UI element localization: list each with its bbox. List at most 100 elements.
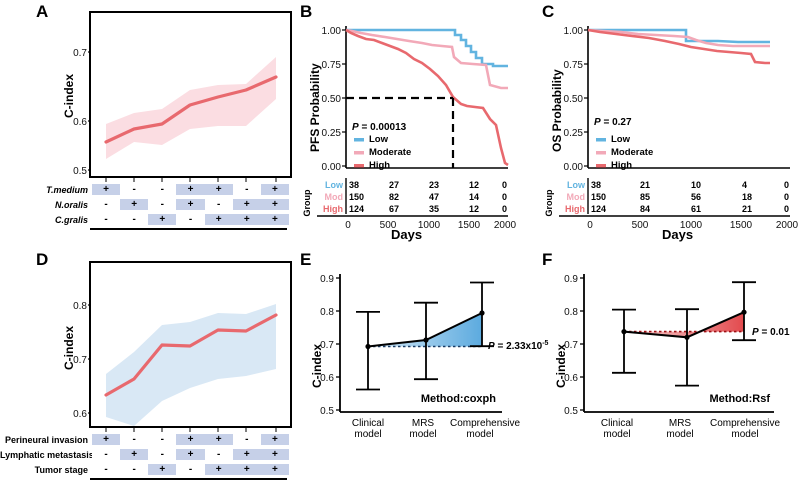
table-cell: + [260,449,289,460]
panel-f-errorbar-0 [612,308,636,374]
table-cell: + [176,434,205,445]
panel-c-label: C [542,2,555,21]
panel-d-ci-band [106,304,276,426]
panel-b-legend-0: Low [369,134,389,145]
panel-c-legend-2: High [611,160,632,171]
panel-c-risk-table: Group Low Mod High 38 21 10 4 0 150 85 5… [544,178,799,231]
table-row: T.medium + - - + + - + [0,182,295,197]
panel-e-shade [368,313,482,347]
svg-text:1.00: 1.00 [322,26,342,37]
panel-f-xcats: Clinical model MRS model Comprehensive m… [584,418,780,440]
risk-cell: 10 [691,180,701,190]
table-cell: + [120,449,149,460]
table-cell: + [204,434,233,445]
svg-text:0.00: 0.00 [322,162,342,173]
risk-cell: 85 [640,192,650,202]
table-cell: + [176,184,205,195]
table-row: N.oralis - + - + - + + [0,197,295,212]
table-cell: - [204,199,233,210]
panel-b-xtick-4: 2000 [494,220,517,231]
panel-c-legend-1: Moderate [611,147,653,158]
table-cell: - [176,464,205,475]
panel-d-table: Perineural invasion + - - + + - + Lympha… [0,432,295,480]
svg-text:0.50: 0.50 [564,94,584,105]
panel-c-risk-group-0: Low [567,180,586,190]
panel-e-xcat-0: Clinical model [340,418,396,440]
table-cell: - [148,434,177,445]
svg-text:0.6: 0.6 [320,373,334,384]
table-cell: + [260,434,289,445]
panel-f-method: Method:Rsf [710,393,771,405]
table-row: Perineural invasion + - - + + - + [0,432,295,447]
table-cell: - [176,214,205,225]
table-cell: + [232,449,261,460]
panel-c-legend-0: Low [611,134,631,145]
risk-cell: 0 [784,180,789,190]
svg-text:0.5: 0.5 [73,166,87,177]
panel-e-point-0 [365,343,371,350]
risk-cell: 0 [784,192,789,202]
panel-c-p-rest: = 0.27 [601,117,632,128]
svg-text:0.5: 0.5 [564,406,578,417]
xcat-line2: model [603,429,631,441]
svg-text:0.6: 0.6 [564,373,578,384]
panel-e-pvalue: P = 2.33x10-5 [488,340,549,352]
panel-e-errorbar-0 [356,311,380,391]
table-cell: + [232,464,261,475]
panel-a-row-label-0: T.medium [46,184,88,195]
panel-c-xtick-4: 2000 [776,220,799,231]
svg-text:0.00: 0.00 [564,162,584,173]
table-cell: + [260,464,289,475]
risk-cell: 56 [691,192,701,202]
panel-a: A C-index 0.7 0.6 0.5 T.medium + - - [0,0,295,245]
table-cell: + [120,199,149,210]
table-row: Lymphatic metastasis - + - + - + + [0,447,295,462]
panel-b-p-prefix: P [352,122,359,133]
svg-text:0.7: 0.7 [73,48,87,59]
risk-cell: 124 [349,204,364,214]
panel-d-row-label-2: Tumor stage [34,464,88,475]
table-cell: + [148,214,177,225]
panel-b-xlabel: Days [391,227,423,242]
risk-cell: 67 [389,204,399,214]
xcat-line2: model [409,429,437,441]
panel-f-xcat-0: Clinical model [584,418,650,440]
panel-e-plot: 0.9 0.8 0.7 0.6 0.5 [320,274,549,417]
table-cell: - [120,214,149,225]
panel-b-legend-2: High [369,160,390,171]
panel-d-row-label-1: Lymphatic metastasis [0,449,94,460]
xcat-line2: model [466,429,494,441]
xcat-line1: Comprehensive [450,418,521,429]
panel-b-curve-high [345,28,509,167]
table-cell: - [92,199,121,210]
panel-d-plot: 0.8 0.7 0.6 [73,261,292,432]
svg-text:0.9: 0.9 [564,274,578,285]
svg-text:0.50: 0.50 [322,94,342,105]
svg-text:0.7: 0.7 [564,340,578,351]
table-row: C.gralis - - + - + + + [0,212,295,227]
panel-b: B PFS Probability 1.00 0.75 0.50 0.25 0.… [296,0,517,245]
panel-f-xcat-1: MRS model [650,418,710,440]
panel-b-xtick-1: 500 [380,220,397,231]
panel-b-p-rest: = 0.00013 [359,122,407,133]
panel-e-xcats: Clinical model MRS model Comprehensive m… [340,418,521,441]
panel-a-ci-band [106,57,276,159]
svg-text:0.8: 0.8 [73,301,87,312]
panel-d: D C-index 0.8 0.7 0.6 Perineural invasio… [0,248,295,485]
panel-a-label: A [36,2,49,21]
panel-b-curve-moderate [345,28,508,90]
risk-cell: 27 [389,180,399,190]
panel-d-table-baseline [90,478,287,480]
panel-c-p-prefix: P [594,117,601,128]
risk-cell: 21 [640,180,650,190]
svg-text:0.7: 0.7 [320,340,334,351]
svg-text:0.9: 0.9 [320,274,334,285]
xcat-line1: MRS [411,418,435,429]
panel-f-point-2 [741,309,747,315]
panel-c-risk-group-2: High [565,204,585,214]
table-cell: - [120,434,149,445]
risk-cell: 0 [784,204,789,214]
table-cell: - [148,184,177,195]
xcat-line1: MRS [668,418,692,429]
panel-d-label: D [36,250,49,269]
